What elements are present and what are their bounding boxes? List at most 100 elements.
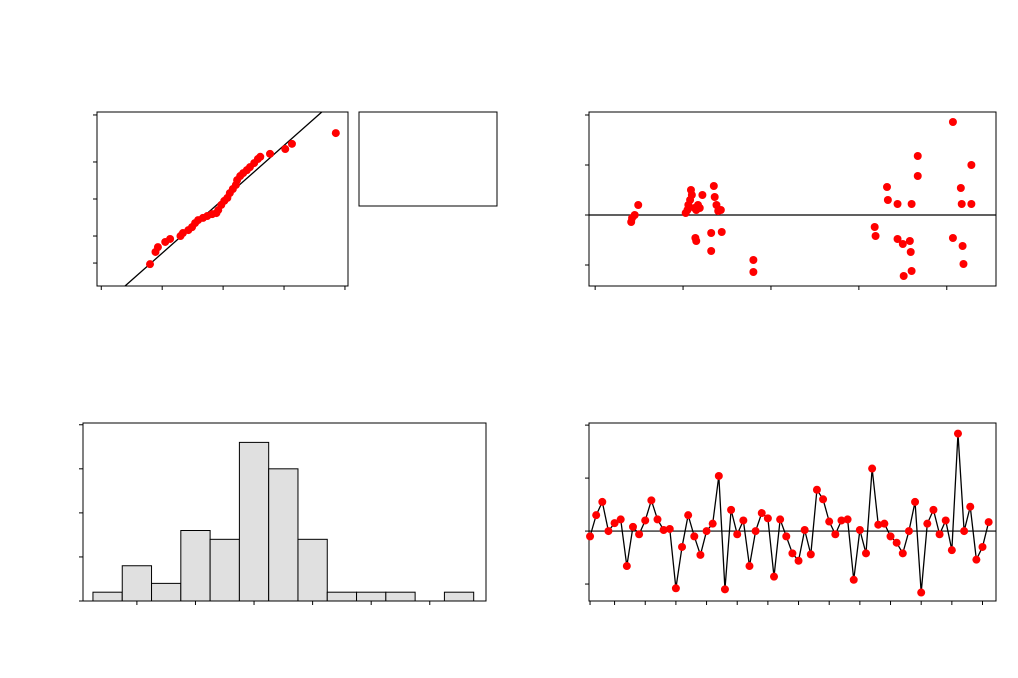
point <box>630 211 639 219</box>
point <box>782 532 791 541</box>
point <box>871 232 880 240</box>
point <box>153 243 162 252</box>
point <box>709 182 718 190</box>
bar <box>326 591 358 602</box>
legend-box <box>358 111 498 207</box>
point <box>907 200 916 208</box>
point <box>984 518 993 527</box>
point <box>716 206 725 214</box>
point <box>266 149 275 158</box>
point <box>898 549 907 558</box>
point <box>947 546 956 555</box>
point <box>616 515 625 524</box>
point <box>972 555 981 564</box>
point <box>659 526 668 535</box>
point <box>770 572 779 581</box>
point <box>710 193 719 201</box>
point <box>628 522 637 531</box>
point <box>692 237 701 245</box>
series-line <box>589 433 990 593</box>
point <box>899 272 908 280</box>
point <box>698 191 707 199</box>
point <box>146 260 155 269</box>
plot-frame <box>588 422 997 602</box>
point <box>978 542 987 551</box>
point <box>837 516 846 525</box>
point <box>825 517 834 526</box>
point <box>281 145 290 154</box>
point <box>776 515 785 524</box>
point <box>868 464 877 473</box>
point <box>751 527 760 536</box>
point <box>917 588 926 597</box>
point <box>953 429 962 438</box>
bar <box>385 591 416 602</box>
point <box>733 530 742 539</box>
point <box>166 234 175 243</box>
point <box>634 201 643 209</box>
point <box>929 505 938 514</box>
point <box>598 497 607 506</box>
bar <box>151 582 182 602</box>
point <box>880 519 889 528</box>
point <box>635 530 644 539</box>
point <box>941 516 950 525</box>
point <box>935 530 944 539</box>
point <box>849 575 858 584</box>
point <box>647 496 656 505</box>
point <box>893 235 902 243</box>
bar <box>297 538 328 602</box>
point <box>696 550 705 559</box>
point <box>898 240 907 248</box>
point <box>843 515 852 524</box>
point <box>800 526 809 535</box>
point <box>870 223 879 231</box>
point <box>757 509 766 518</box>
point <box>882 183 891 191</box>
point <box>948 234 957 242</box>
point <box>707 229 716 237</box>
point <box>739 516 748 525</box>
point <box>684 511 693 520</box>
point <box>905 237 914 245</box>
point <box>749 268 758 276</box>
point <box>819 495 828 504</box>
point <box>641 516 650 525</box>
bar <box>356 591 387 602</box>
point <box>707 247 716 255</box>
bar <box>92 591 123 602</box>
point <box>967 200 976 208</box>
point <box>861 549 870 558</box>
point <box>702 527 711 536</box>
point <box>586 532 595 541</box>
point <box>966 502 975 511</box>
point <box>956 184 965 192</box>
bar <box>209 538 240 602</box>
point <box>665 524 674 533</box>
bar <box>121 565 153 602</box>
bar <box>443 591 475 602</box>
point <box>717 228 726 236</box>
point <box>874 520 883 529</box>
point <box>893 200 902 208</box>
point <box>907 267 916 275</box>
point <box>788 549 797 558</box>
point <box>886 532 895 541</box>
bar <box>238 441 270 602</box>
point <box>745 562 754 571</box>
point <box>855 526 864 535</box>
point <box>794 556 803 565</box>
point <box>695 204 704 212</box>
point <box>913 152 922 160</box>
bar <box>268 468 299 602</box>
point <box>749 256 758 264</box>
point <box>957 200 966 208</box>
point <box>806 550 815 559</box>
point <box>287 139 296 148</box>
point <box>690 532 699 541</box>
point <box>831 530 840 539</box>
point <box>763 514 772 523</box>
point <box>678 542 687 551</box>
